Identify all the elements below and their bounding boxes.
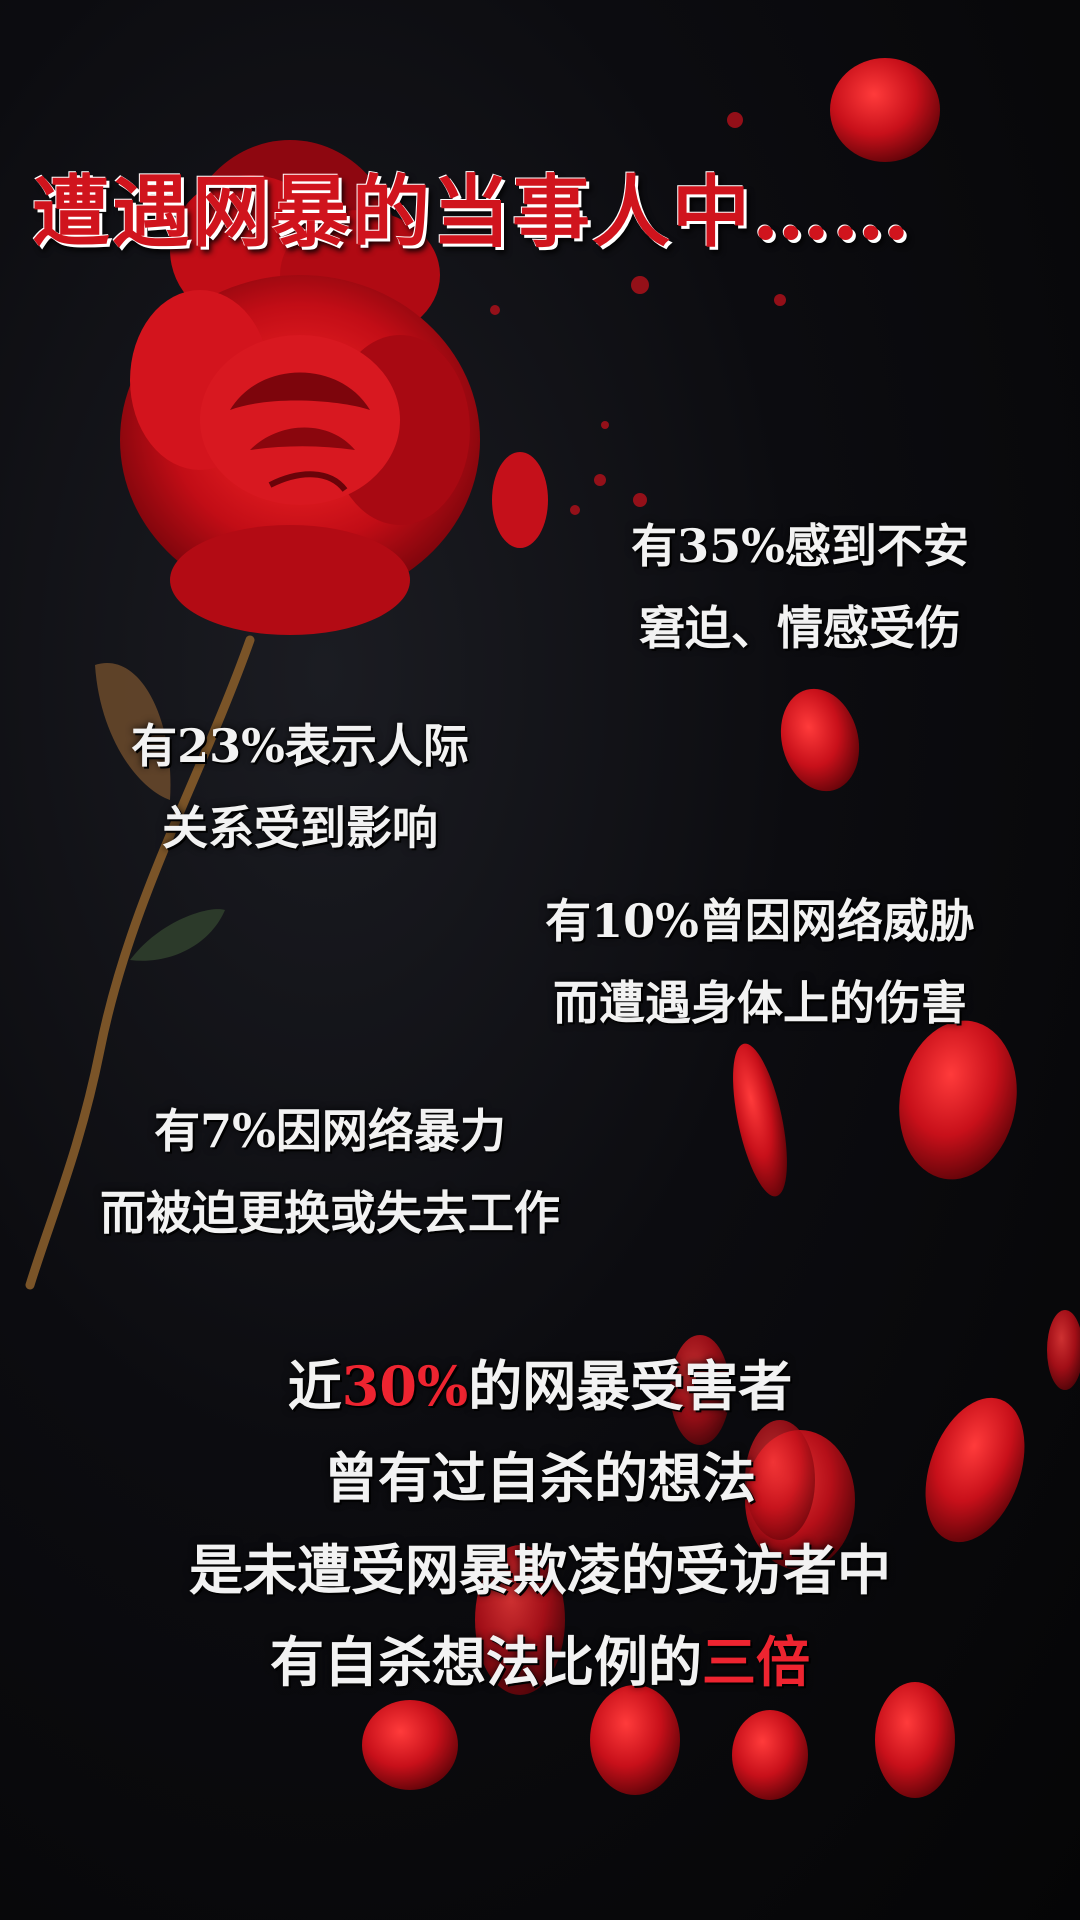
stat-1-line-1: 有35%感到不安: [631, 519, 969, 573]
summary-highlight-multiple: 三倍: [702, 1630, 810, 1694]
stat-4-line-1: 有7%因网络暴力: [154, 1104, 506, 1158]
water-droplets: [490, 112, 786, 515]
summary-block: 近30%的网暴受害者 曾有过自杀的想法 是未遭受网暴欺凌的受访者中 有自杀想法比…: [40, 1340, 1040, 1708]
rose-flower: [120, 140, 548, 635]
summary-line-1: 近30%的网暴受害者: [40, 1340, 1040, 1432]
summary-line-1-pre: 近: [287, 1354, 342, 1418]
page-title: 遭遇网暴的当事人中……: [32, 167, 913, 258]
stat-4-line-2: 而被迫更换或失去工作: [100, 1186, 560, 1240]
summary-highlight-percent: 30%: [341, 1354, 469, 1418]
stat-2-line-2: 关系受到影响: [162, 801, 438, 855]
stat-3-line-1: 有10%曾因网络威胁: [545, 894, 975, 948]
small-leaf: [130, 909, 225, 961]
stat-block-3: 有10%曾因网络威胁 而遭遇身体上的伤害: [520, 880, 1000, 1044]
summary-line-4: 有自杀想法比例的三倍: [40, 1616, 1040, 1708]
stat-1-line-2: 窘迫、情感受伤: [639, 601, 961, 655]
stat-block-4: 有7%因网络暴力 而被迫更换或失去工作: [60, 1090, 600, 1254]
stat-block-2: 有23%表示人际 关系受到影响: [100, 705, 500, 869]
summary-line-1-post: 的网暴受害者: [468, 1354, 793, 1418]
summary-line-3: 是未遭受网暴欺凌的受访者中: [189, 1538, 891, 1602]
stat-block-1: 有35%感到不安 窘迫、情感受伤: [600, 505, 1000, 669]
stat-3-line-2: 而遭遇身体上的伤害: [553, 976, 967, 1030]
summary-line-4-pre: 有自杀想法比例的: [270, 1630, 702, 1694]
stat-2-line-1: 有23%表示人际: [131, 719, 469, 773]
summary-line-2: 曾有过自杀的想法: [324, 1446, 756, 1510]
dried-leaf: [95, 662, 171, 800]
rose-stem: [25, 635, 255, 1290]
falling-petals: [362, 58, 1080, 1800]
